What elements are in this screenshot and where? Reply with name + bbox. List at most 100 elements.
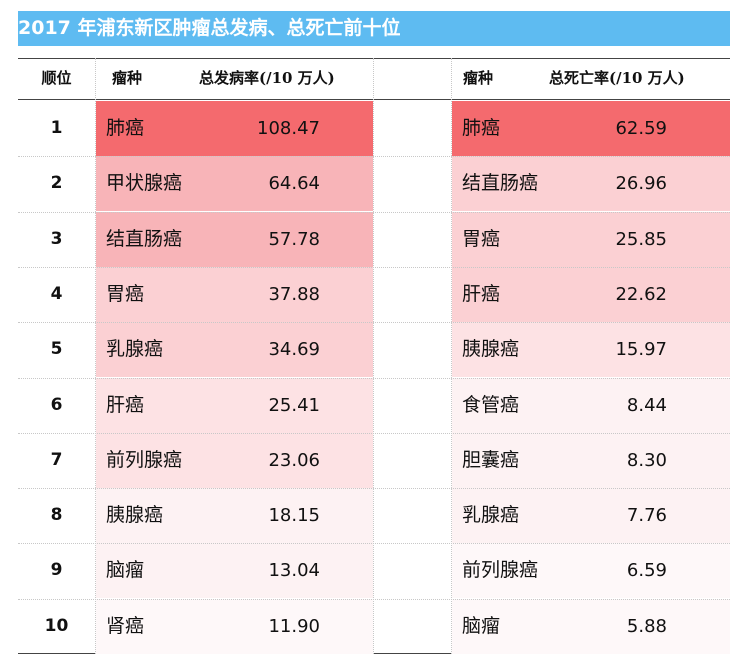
column-divider: [451, 58, 452, 654]
header-incidence-rate: 总发病率(/10 万人): [199, 69, 335, 87]
header-rank: 顺位: [41, 69, 72, 87]
mortality-rate-value: 26.96: [615, 173, 667, 195]
mortality-cell-highlight: [452, 101, 730, 156]
table-header-rule: [18, 99, 730, 100]
incidence-rate-value: 108.47: [257, 118, 320, 139]
mortality-cancer-name: 胃癌: [462, 227, 501, 250]
column-divider: [95, 58, 96, 654]
mortality-rate-value: 6.59: [626, 560, 667, 582]
incidence-cell-highlight: [96, 377, 373, 433]
incidence-cancer-name: 结直肠癌: [106, 227, 183, 250]
table-top-rule: [18, 58, 730, 59]
table-row: 8 胰腺癌 18.15 乳腺癌 7.76: [18, 488, 730, 544]
incidence-cancer-name: 脑瘤: [106, 559, 145, 582]
incidence-cell-highlight: [96, 101, 373, 156]
row-divider: [18, 432, 730, 434]
cancer-ranking-table: 顺位 瘤种 总发病率(/10 万人) 瘤种 总死亡率(/10 万人) 1 肺癌 10…: [18, 58, 730, 654]
mortality-rate-value: 62.59: [615, 118, 667, 139]
header-mortality-type: 瘤种: [463, 69, 494, 87]
mortality-cancer-name: 食管癌: [462, 393, 520, 416]
mortality-cell-highlight: [452, 488, 730, 544]
rank-cell: 7: [50, 449, 63, 470]
table-row: 3 结直肠癌 57.78 胃癌 25.85: [18, 211, 730, 267]
mortality-rate-value: 8.30: [626, 449, 667, 471]
row-divider: [18, 156, 730, 158]
incidence-cell-highlight: [96, 432, 373, 488]
mortality-cell-highlight: [452, 322, 730, 378]
row-divider: [18, 598, 730, 600]
incidence-rate-value: 57.78: [268, 228, 320, 250]
mortality-cell-highlight: [452, 211, 730, 267]
incidence-cell-highlight: [96, 543, 373, 599]
rank-cell: 9: [50, 560, 63, 581]
incidence-cancer-name: 胃癌: [106, 282, 145, 305]
mortality-rate-value: 8.44: [626, 394, 667, 416]
mortality-rate-value: 15.97: [615, 339, 667, 361]
table-row: 6 肝癌 25.41 食管癌 8.44: [18, 377, 730, 433]
mortality-cell-highlight: [452, 266, 730, 322]
table-bottom-rule: [18, 653, 730, 654]
incidence-cell-highlight: [96, 266, 373, 322]
mortality-cell-highlight: [452, 156, 730, 212]
mortality-cell-highlight: [452, 377, 730, 433]
incidence-cancer-name: 胰腺癌: [106, 504, 164, 527]
incidence-cancer-name: 甲状腺癌: [106, 172, 183, 195]
incidence-rate-value: 34.69: [268, 339, 320, 361]
mortality-rate-value: 5.88: [626, 615, 667, 637]
incidence-cancer-name: 肾癌: [106, 614, 145, 637]
row-divider: [18, 266, 730, 268]
row-divider: [18, 488, 730, 490]
rank-cell: 3: [50, 228, 63, 249]
mortality-cancer-name: 胆囊癌: [462, 448, 520, 471]
row-divider: [18, 543, 730, 545]
incidence-cancer-name: 肺癌: [106, 117, 145, 139]
table-row: 7 前列腺癌 23.06 胆囊癌 8.30: [18, 432, 730, 488]
row-divider: [18, 322, 730, 324]
title-bar: 2017 年浦东新区肿瘤总发病、总死亡前十位: [18, 11, 730, 46]
table-row: 10 肾癌 11.90 脑瘤 5.88: [18, 598, 730, 654]
mortality-cancer-name: 胰腺癌: [462, 338, 520, 361]
incidence-cell-highlight: [96, 598, 373, 654]
incidence-rate-value: 13.04: [268, 560, 320, 582]
rank-cell: 4: [50, 283, 63, 304]
header-mortality-rate: 总死亡率(/10 万人): [549, 69, 685, 87]
table-row: 4 胃癌 37.88 肝癌 22.62: [18, 266, 730, 322]
mortality-cell-highlight: [452, 432, 730, 488]
mortality-rate-value: 25.85: [615, 228, 667, 250]
incidence-rate-value: 37.88: [268, 283, 320, 305]
mortality-rate-value: 22.62: [615, 283, 667, 305]
mortality-cancer-name: 前列腺癌: [462, 559, 539, 582]
incidence-rate-value: 23.06: [268, 449, 320, 471]
rank-cell: 2: [50, 173, 63, 194]
incidence-rate-value: 25.41: [268, 394, 320, 416]
mortality-cancer-name: 肝癌: [462, 282, 501, 305]
incidence-cell-highlight: [96, 488, 373, 544]
rank-cell: 1: [50, 118, 63, 138]
incidence-cancer-name: 前列腺癌: [106, 448, 183, 471]
incidence-rate-value: 11.90: [268, 615, 320, 637]
rank-cell: 10: [44, 615, 69, 636]
mortality-cancer-name: 乳腺癌: [462, 504, 520, 527]
header-incidence-type: 瘤种: [112, 69, 143, 87]
mortality-cancer-name: 结直肠癌: [462, 172, 539, 195]
incidence-cell-highlight: [96, 322, 373, 378]
mortality-cancer-name: 肺癌: [462, 117, 501, 139]
row-divider: [18, 377, 730, 379]
row-divider: [18, 211, 730, 213]
incidence-rate-value: 18.15: [268, 505, 320, 527]
incidence-cancer-name: 肝癌: [106, 393, 145, 416]
incidence-rate-value: 64.64: [268, 173, 320, 195]
mortality-cell-highlight: [452, 598, 730, 654]
mortality-cell-highlight: [452, 543, 730, 599]
table-row: 1 肺癌 108.47 肺癌 62.59: [18, 101, 730, 156]
incidence-cancer-name: 乳腺癌: [106, 338, 164, 361]
rank-cell: 5: [50, 339, 63, 360]
rank-cell: 8: [50, 505, 63, 526]
table-row: 2 甲状腺癌 64.64 结直肠癌 26.96: [18, 156, 730, 212]
page-title: 2017 年浦东新区肿瘤总发病、总死亡前十位: [18, 17, 401, 39]
rank-cell: 6: [50, 394, 63, 415]
table-row: 9 脑瘤 13.04 前列腺癌 6.59: [18, 543, 730, 599]
incidence-cell-highlight: [96, 156, 373, 212]
column-divider: [373, 58, 374, 654]
mortality-rate-value: 7.76: [626, 505, 667, 527]
